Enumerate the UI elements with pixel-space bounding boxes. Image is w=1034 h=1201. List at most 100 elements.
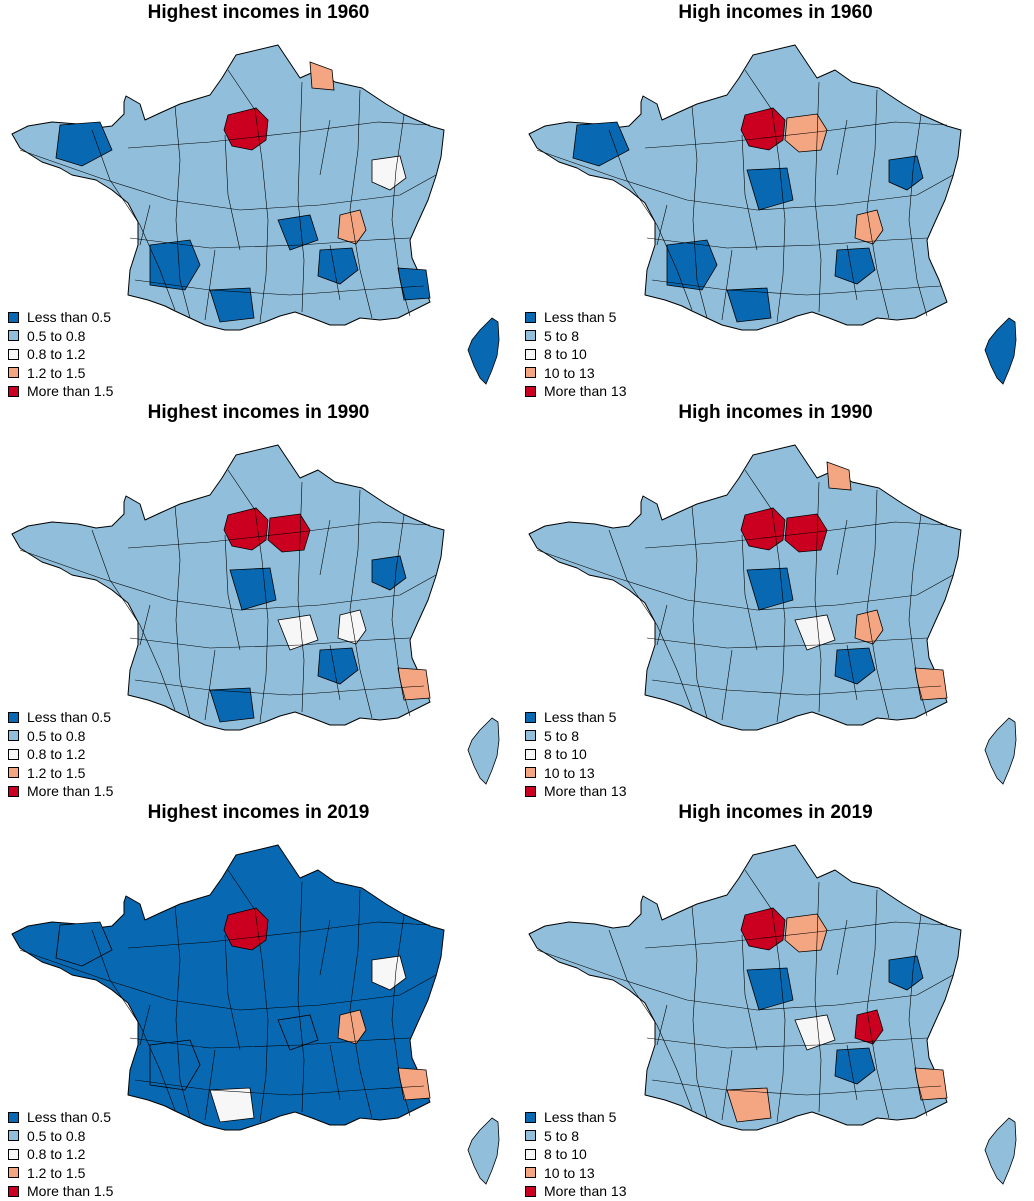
department-region: [834, 1047, 876, 1085]
department-border: [349, 89, 373, 319]
department-border: [134, 279, 425, 296]
department-region: [740, 107, 786, 151]
department-border: [836, 119, 848, 176]
legend-item: 0.5 to 0.8: [8, 1127, 113, 1146]
legend-item: 5 to 8: [525, 1127, 627, 1146]
department-border: [646, 637, 928, 649]
department-border: [174, 105, 191, 319]
legend-label: 1.2 to 1.5: [27, 364, 86, 381]
legend-item: 0.5 to 0.8: [8, 327, 113, 346]
legend-swatch: [8, 1185, 19, 1197]
legend-item: More than 13: [525, 382, 627, 401]
department-region: [371, 955, 407, 991]
legend-swatch: [525, 730, 536, 742]
department-border: [391, 514, 411, 717]
department-border: [721, 649, 733, 721]
legend: Less than 0.5 0.5 to 0.8 0.8 to 1.2 1.2 to …: [8, 708, 113, 801]
panel-title: High incomes in 2019: [678, 802, 873, 823]
department-border: [646, 237, 928, 249]
department-border: [744, 69, 786, 323]
legend-item: More than 13: [525, 1182, 627, 1201]
department-region: [826, 461, 852, 491]
department-region: [726, 287, 772, 323]
department-region: [223, 107, 269, 151]
legend-item: 5 to 8: [525, 727, 627, 746]
department-border: [329, 644, 341, 701]
legend-label: Less than 0.5: [27, 1109, 112, 1126]
department-border: [391, 914, 411, 1117]
department-border: [536, 149, 954, 211]
department-border: [646, 1037, 928, 1049]
panel-title: Highest incomes in 1990: [147, 402, 370, 423]
department-region: [337, 1009, 367, 1045]
department-border: [319, 119, 331, 176]
department-region: [397, 267, 431, 301]
department-region: [397, 667, 431, 701]
legend-label: More than 1.5: [27, 783, 114, 800]
department-region: [223, 907, 269, 951]
department-region: [746, 167, 794, 211]
legend-swatch: [8, 730, 19, 742]
corsica: [467, 317, 500, 385]
department-region: [277, 214, 319, 251]
department-border: [349, 889, 373, 1119]
legend-item: 5 to 8: [525, 327, 627, 346]
department-border: [866, 489, 890, 719]
department-region: [209, 1087, 255, 1123]
legend-item: 10 to 13: [525, 764, 627, 783]
legend-item: 10 to 13: [525, 364, 627, 383]
legend-label: 5 to 8: [544, 327, 580, 344]
department-region: [229, 567, 277, 611]
department-border: [744, 869, 786, 1123]
legend-item: 8 to 10: [525, 745, 627, 764]
mainland-france: [528, 444, 962, 731]
legend-swatch: [525, 1167, 536, 1179]
legend-item: More than 1.5: [8, 382, 113, 401]
department-border: [656, 204, 668, 246]
france-map: [11, 444, 500, 785]
department-region: [854, 1009, 884, 1045]
legend-swatch: [525, 711, 536, 723]
department-region: [277, 1014, 319, 1051]
legend-swatch: [8, 385, 19, 397]
department-border: [129, 237, 411, 249]
legend-item: Less than 0.5: [8, 708, 113, 727]
legend-item: 0.8 to 1.2: [8, 345, 113, 364]
legend-label: 0.5 to 0.8: [27, 327, 86, 344]
department-border: [204, 249, 216, 321]
department-border: [691, 105, 708, 319]
department-border: [297, 81, 305, 313]
legend-label: 8 to 10: [544, 1146, 587, 1163]
legend-swatch: [8, 330, 19, 342]
legend-label: 1.2 to 1.5: [27, 764, 86, 781]
legend-label: Less than 5: [544, 709, 617, 726]
department-region: [834, 647, 876, 685]
department-border: [174, 905, 191, 1119]
legend-swatch: [8, 785, 19, 797]
map-panel-highest-1960: Highest incomes in 1960 Less than 0.5 0.5 …: [0, 0, 517, 400]
department-border: [744, 469, 786, 723]
department-border: [329, 244, 341, 301]
mainland-france: [11, 444, 445, 731]
legend-label: Less than 0.5: [27, 309, 112, 326]
legend-label: More than 1.5: [27, 383, 114, 400]
department-region: [746, 567, 794, 611]
legend-swatch: [8, 1167, 19, 1179]
department-region: [317, 247, 359, 285]
department-region: [794, 1014, 836, 1051]
legend-swatch: [8, 348, 19, 360]
legend-swatch: [8, 767, 19, 779]
department-border: [908, 514, 928, 717]
legend-swatch: [525, 385, 536, 397]
department-border: [741, 934, 758, 1051]
legend-item: 0.8 to 1.2: [8, 1145, 113, 1164]
legend-label: 0.8 to 1.2: [27, 746, 86, 763]
legend-swatch: [525, 748, 536, 760]
legend-label: Less than 0.5: [27, 709, 112, 726]
legend-swatch: [8, 748, 19, 760]
department-border: [204, 649, 216, 721]
legend-label: 10 to 13: [544, 1164, 595, 1181]
